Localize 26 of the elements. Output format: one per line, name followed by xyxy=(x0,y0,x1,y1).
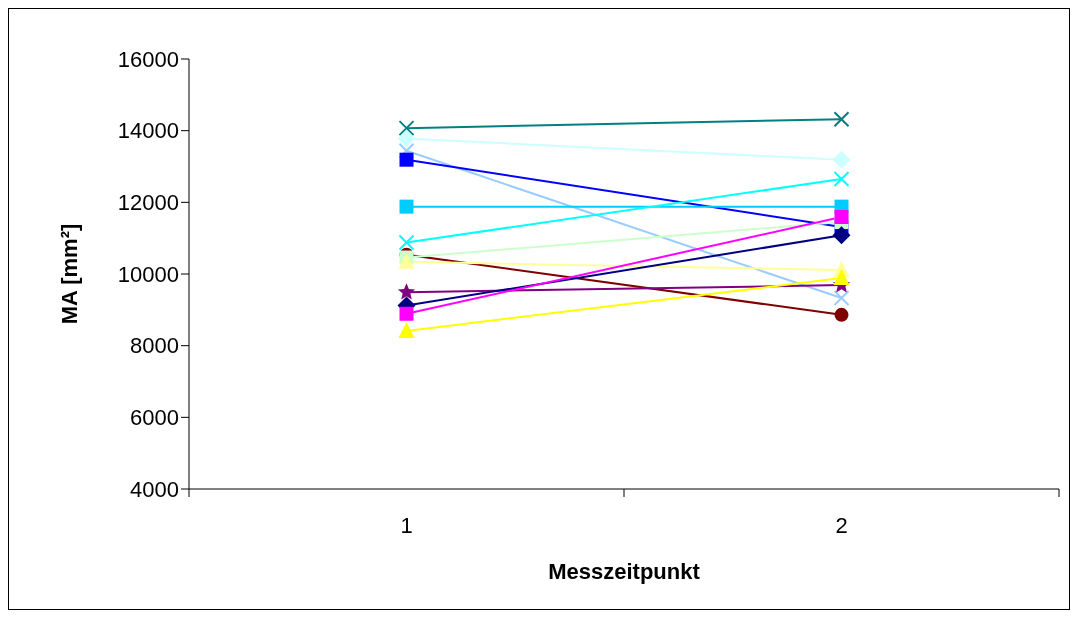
x-axis-title: Messzeitpunkt xyxy=(548,559,701,584)
y-tick-label: 12000 xyxy=(117,190,179,216)
point xyxy=(398,120,415,137)
point xyxy=(833,290,850,307)
y-tick-label: 10000 xyxy=(117,261,179,287)
y-tick-label: 6000 xyxy=(130,405,179,431)
y-tick-label: 16000 xyxy=(117,46,179,72)
point xyxy=(398,142,415,159)
y-tick-label: 4000 xyxy=(130,476,179,502)
y-axis-title: MA [mm²] xyxy=(56,223,82,325)
point xyxy=(399,306,414,321)
point xyxy=(397,283,416,300)
point xyxy=(397,129,416,148)
y-tick-label: 14000 xyxy=(117,118,179,144)
point xyxy=(833,171,850,188)
x-tick-label: 1 xyxy=(400,513,413,538)
point xyxy=(832,226,851,245)
point xyxy=(832,150,851,169)
point xyxy=(834,210,849,225)
point xyxy=(834,307,849,322)
point xyxy=(833,111,850,128)
x-tick-label: 2 xyxy=(835,513,848,538)
point xyxy=(399,199,414,214)
y-tick-label: 8000 xyxy=(130,333,179,359)
point xyxy=(398,234,415,251)
point xyxy=(399,152,414,167)
